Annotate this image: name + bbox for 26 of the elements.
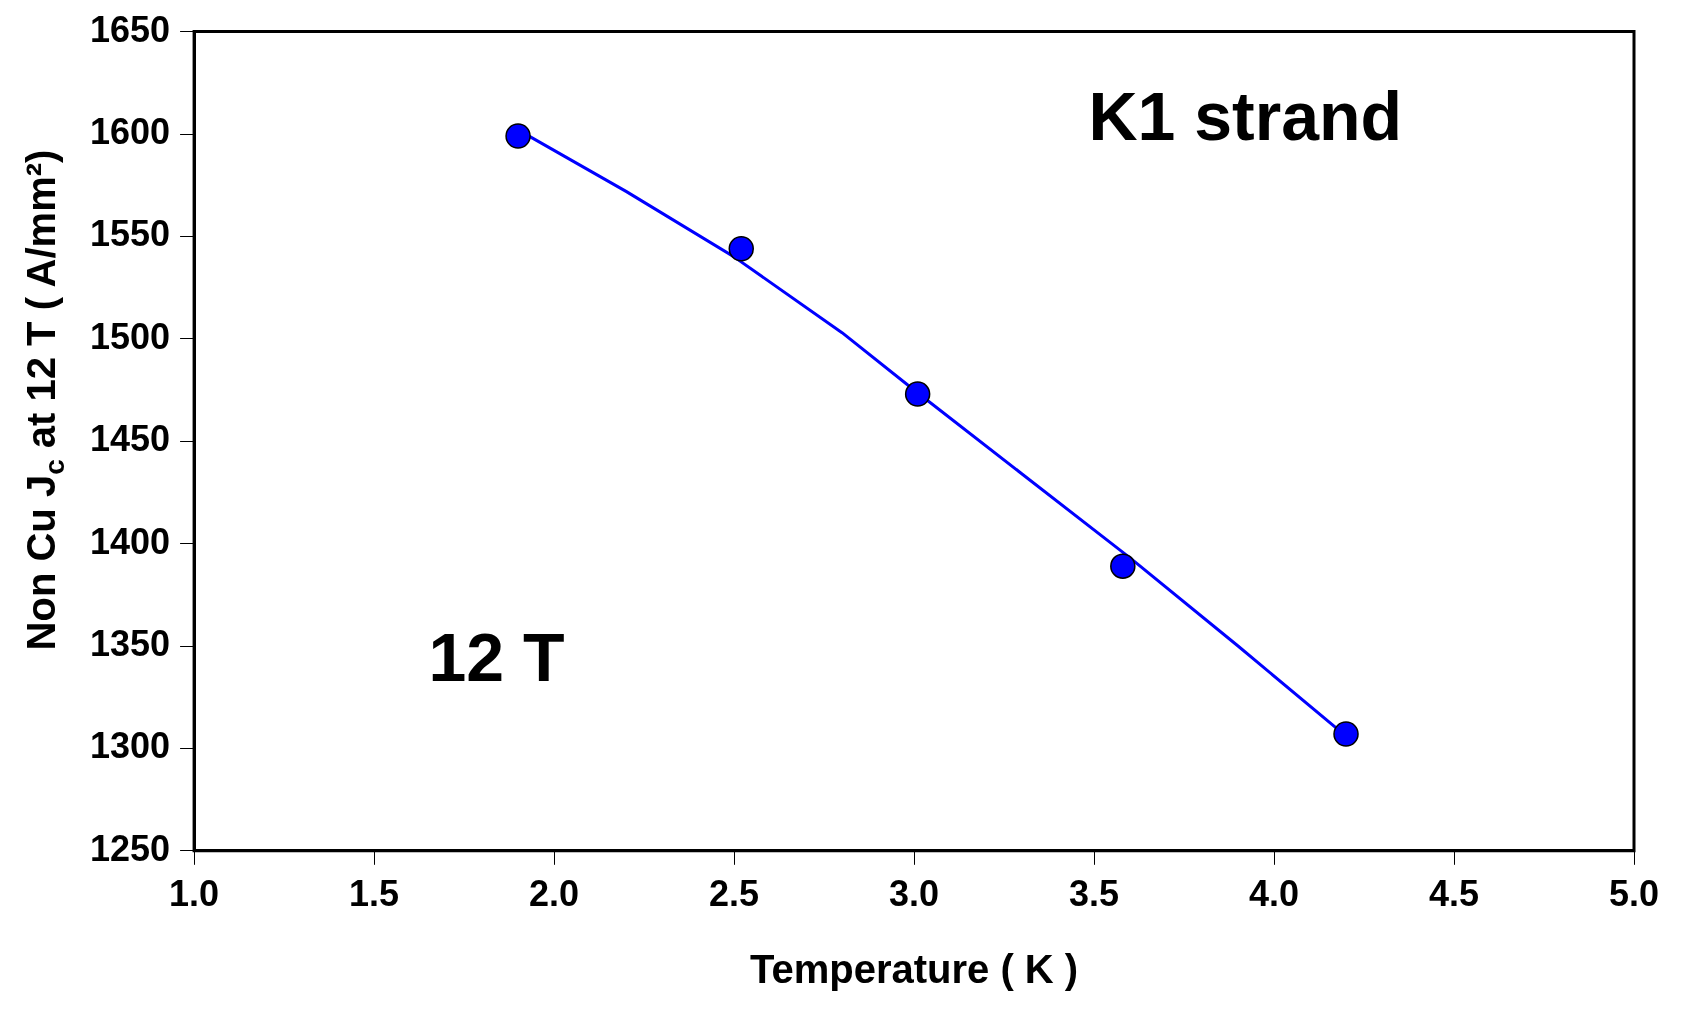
y-tick-label: 1350 <box>89 622 171 664</box>
x-tick-label: 1.5 <box>349 873 400 915</box>
x-tick-label: 3.0 <box>889 873 940 915</box>
y-tick-label: 1400 <box>89 520 171 562</box>
x-tick-label: 2.5 <box>709 873 760 915</box>
x-axis-title: Temperature ( K ) <box>749 947 1079 992</box>
y-tick-label: 1250 <box>89 827 171 869</box>
point <box>904 381 931 407</box>
point <box>728 235 754 262</box>
y-tick-label: 1600 <box>89 110 171 152</box>
x-tick-label: 4.5 <box>1428 873 1480 915</box>
x-tick-label: 2.0 <box>529 873 580 915</box>
y-tick-label: 1550 <box>89 213 171 255</box>
y-tick-label: 1300 <box>89 725 171 767</box>
annotation: K1 strand <box>1088 78 1403 155</box>
x-tick-label: 3.5 <box>1069 873 1120 915</box>
annotation: 12 T <box>428 619 565 696</box>
x-tick-label: 1.0 <box>169 873 220 915</box>
point <box>1110 553 1136 579</box>
point <box>505 123 531 149</box>
y-tick-label: 1650 <box>89 8 171 50</box>
x-tick-label: 5.0 <box>1608 873 1660 915</box>
y-tick-label: 1500 <box>89 315 171 357</box>
x-tick-label: 4.0 <box>1249 873 1300 915</box>
y-tick-label: 1450 <box>89 418 171 460</box>
point <box>1333 721 1359 747</box>
